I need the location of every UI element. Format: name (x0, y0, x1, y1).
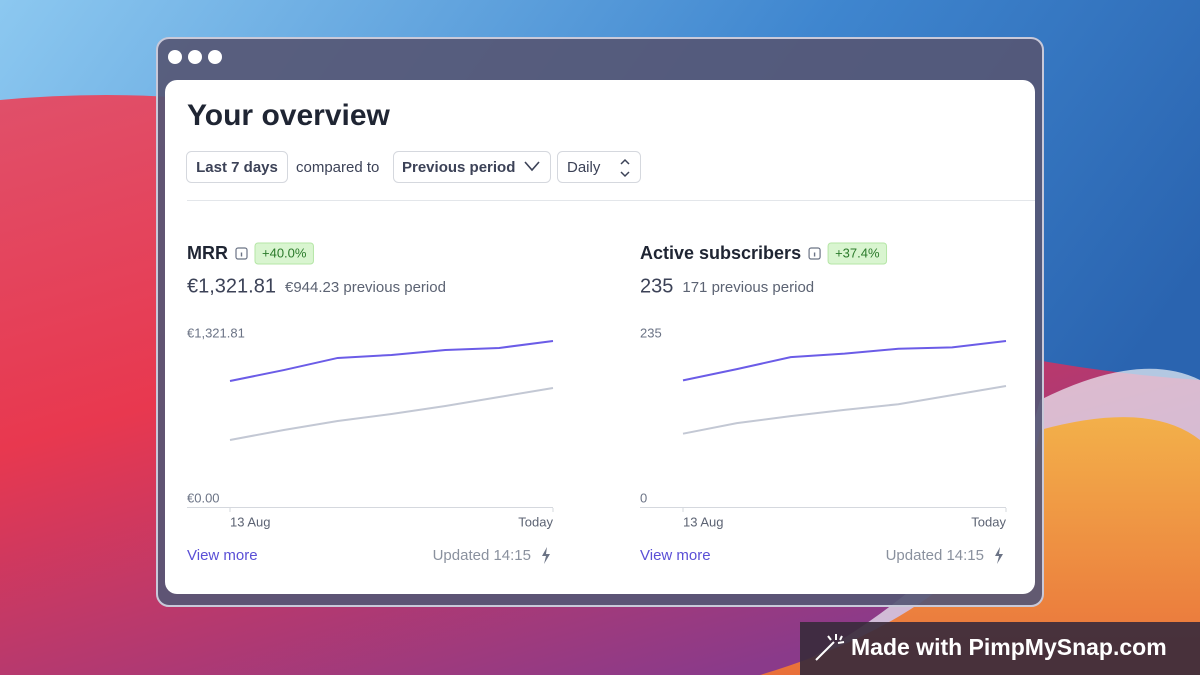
series-line (229, 387, 554, 441)
wand-icon (815, 634, 845, 661)
view-more-link[interactable]: View more (640, 547, 711, 564)
panel-title: MRR (187, 243, 228, 263)
window-dot[interactable] (208, 50, 222, 64)
range-button[interactable] (186, 151, 288, 183)
bolt-icon (542, 547, 550, 564)
change-label: +37.4% (835, 245, 880, 260)
change-badge (254, 242, 314, 265)
page-title: Your overview (187, 99, 391, 132)
info-icon (235, 247, 248, 260)
y-tick-label: €1,321.81 (187, 325, 245, 340)
interval-dropdown[interactable] (557, 151, 641, 183)
card (165, 80, 1035, 594)
interval-label[interactable]: Daily (567, 159, 601, 176)
comparison-label[interactable]: Previous period (402, 159, 515, 176)
x-tick-label: Today (971, 514, 1006, 529)
current-value: 235 (640, 275, 673, 297)
chevron-icon (524, 161, 540, 172)
badge-text: Made with PimpMySnap.com (851, 634, 1167, 660)
y-tick-label: 0 (640, 490, 647, 505)
info-icon (808, 247, 821, 260)
panel-title: Active subscribers (640, 243, 801, 263)
previous-value: 171 previous period (682, 279, 814, 296)
change-badge (827, 242, 888, 265)
previous-value: €944.23 previous period (285, 279, 446, 296)
y-tick-label: 235 (640, 325, 662, 340)
updated-label: Updated 14:15 (433, 547, 531, 564)
stepper-icon (620, 158, 630, 178)
x-tick-label: Today (518, 514, 553, 529)
updated-label: Updated 14:15 (886, 547, 984, 564)
series-line (229, 339, 554, 383)
x-tick-label: 13 Aug (683, 514, 724, 529)
window-dot[interactable] (168, 50, 182, 64)
view-more-link[interactable]: View more (187, 547, 258, 564)
series-line (682, 384, 1007, 435)
window-dot[interactable] (188, 50, 202, 64)
compared-label: compared to (296, 159, 379, 176)
series-line (682, 340, 1007, 382)
comparison-dropdown[interactable] (393, 151, 551, 183)
current-value: €1,321.81 (187, 275, 276, 297)
y-tick-label: €0.00 (187, 490, 220, 505)
x-tick-label: 13 Aug (230, 514, 271, 529)
background-wave (760, 417, 1200, 675)
change-label: +40.0% (262, 245, 307, 260)
range-label[interactable]: Last 7 days (196, 159, 278, 176)
bolt-icon (995, 547, 1003, 564)
badge (800, 622, 1200, 675)
